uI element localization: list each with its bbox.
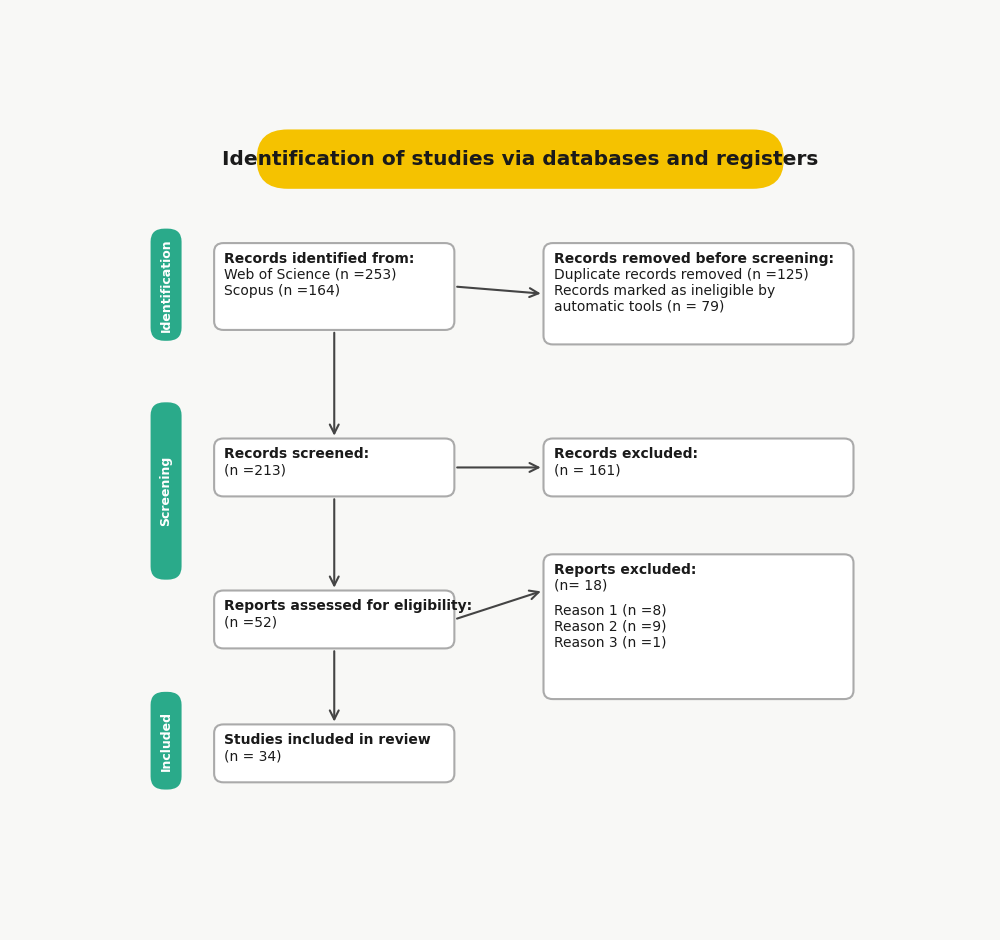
FancyBboxPatch shape [151,228,182,341]
Text: Records marked as ineligible by: Records marked as ineligible by [554,284,775,298]
FancyBboxPatch shape [214,590,454,649]
Text: Records removed before screening:: Records removed before screening: [554,252,834,266]
Text: Studies included in review: Studies included in review [224,733,431,747]
FancyBboxPatch shape [151,692,182,790]
Text: Reports assessed for eligibility:: Reports assessed for eligibility: [224,599,472,613]
Text: Reason 1 (n =8): Reason 1 (n =8) [554,603,666,618]
FancyBboxPatch shape [214,725,454,782]
Text: Reason 2 (n =9): Reason 2 (n =9) [554,619,666,634]
Text: Duplicate records removed (n =125): Duplicate records removed (n =125) [554,268,808,282]
Text: Records identified from:: Records identified from: [224,252,415,266]
Text: Records excluded:: Records excluded: [554,447,698,462]
Text: automatic tools (n = 79): automatic tools (n = 79) [554,300,724,314]
Text: Reason 3 (n =1): Reason 3 (n =1) [554,635,666,650]
Text: (n =213): (n =213) [224,463,286,478]
Text: Identification: Identification [160,238,173,332]
Text: (n= 18): (n= 18) [554,579,607,593]
FancyBboxPatch shape [214,243,454,330]
Text: Scopus (n =164): Scopus (n =164) [224,284,340,298]
Text: Identification of studies via databases and registers: Identification of studies via databases … [222,149,818,168]
FancyBboxPatch shape [151,402,182,580]
FancyBboxPatch shape [544,438,854,496]
Text: (n = 161): (n = 161) [554,463,620,478]
Text: Web of Science (n =253): Web of Science (n =253) [224,268,397,282]
FancyBboxPatch shape [214,438,454,496]
Text: Included: Included [160,711,173,771]
FancyBboxPatch shape [544,243,854,344]
Text: (n = 34): (n = 34) [224,749,282,763]
FancyBboxPatch shape [544,555,854,699]
Text: Reports excluded:: Reports excluded: [554,563,696,577]
FancyBboxPatch shape [257,130,784,189]
Text: Records screened:: Records screened: [224,447,369,462]
Text: (n =52): (n =52) [224,615,277,629]
Text: Screening: Screening [160,456,173,526]
